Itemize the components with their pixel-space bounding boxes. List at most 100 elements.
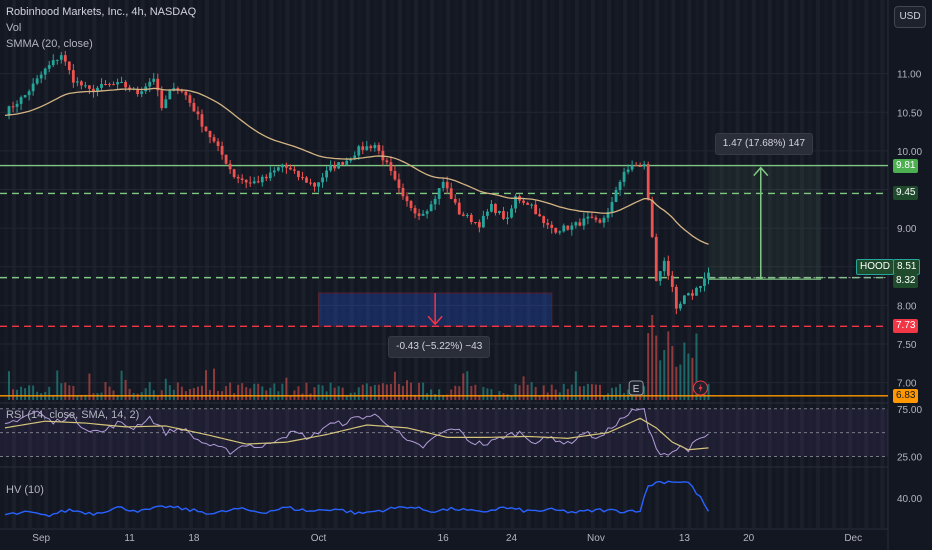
candle bbox=[666, 260, 670, 276]
volume-bar bbox=[627, 389, 630, 400]
time-tick-label: 18 bbox=[188, 533, 200, 544]
volume-bar bbox=[261, 386, 264, 400]
candle bbox=[421, 213, 425, 216]
candle bbox=[92, 88, 95, 92]
time-band bbox=[542, 0, 547, 528]
candle bbox=[260, 176, 264, 183]
price-tick-label: 11.00 bbox=[897, 70, 922, 81]
time-band bbox=[430, 0, 435, 528]
event-markers[interactable]: E bbox=[628, 380, 708, 396]
candle bbox=[594, 217, 598, 220]
time-band bbox=[783, 0, 788, 528]
candle bbox=[27, 91, 31, 96]
candle bbox=[309, 182, 312, 184]
candle bbox=[678, 303, 682, 309]
volume-bar bbox=[526, 384, 529, 400]
rsi-legend[interactable]: RSI (14, close, SMA, 14, 2) bbox=[6, 409, 140, 421]
candle bbox=[188, 95, 192, 103]
candle bbox=[618, 181, 622, 191]
volume-bar bbox=[104, 382, 107, 400]
volume-bar bbox=[180, 386, 183, 400]
time-band bbox=[550, 0, 555, 528]
candle bbox=[662, 260, 666, 272]
candle bbox=[301, 177, 304, 179]
time-band bbox=[566, 0, 571, 528]
symbol-legend[interactable]: Robinhood Markets, Inc., 4h, NASDAQ bbox=[6, 6, 197, 18]
measure-down-callout[interactable]: -0.43 (−5.22%) −43 bbox=[388, 336, 491, 359]
candle bbox=[409, 201, 413, 208]
time-band bbox=[221, 0, 226, 528]
candle bbox=[59, 55, 63, 60]
measure-tools[interactable] bbox=[427, 165, 822, 326]
rsi-ma-line bbox=[4, 417, 709, 451]
time-band bbox=[438, 0, 443, 528]
candle bbox=[108, 84, 111, 86]
volume-bar bbox=[345, 395, 348, 400]
volume-bar bbox=[514, 383, 517, 400]
volume-bar bbox=[309, 393, 312, 400]
candle bbox=[164, 99, 168, 109]
volume-bar bbox=[80, 394, 83, 400]
volume-bar bbox=[72, 385, 75, 400]
volume-bar bbox=[414, 394, 417, 400]
candle bbox=[124, 81, 127, 88]
volume-bar bbox=[406, 380, 408, 400]
volume-bar bbox=[478, 395, 481, 400]
currency-button[interactable]: USD bbox=[894, 6, 926, 28]
volume-legend[interactable]: Vol bbox=[6, 22, 22, 34]
volume-bar bbox=[329, 382, 332, 400]
candle bbox=[236, 176, 240, 179]
hline-label-6.83: 6.83 bbox=[893, 388, 919, 403]
hv-legend[interactable]: HV (10) bbox=[6, 484, 44, 496]
volume-bar bbox=[534, 387, 537, 400]
time-tick-label: 20 bbox=[743, 533, 755, 544]
volume-bar bbox=[482, 386, 485, 400]
volume-bar bbox=[192, 388, 195, 400]
volume-bar bbox=[422, 382, 425, 400]
volume-bar bbox=[389, 383, 392, 400]
ma-legend[interactable]: SMMA (20, close) bbox=[6, 38, 93, 50]
candle bbox=[116, 82, 119, 85]
candle bbox=[654, 236, 658, 281]
volume-bar bbox=[381, 383, 384, 400]
time-band bbox=[582, 0, 587, 528]
volume-bar bbox=[172, 389, 175, 400]
time-band bbox=[711, 0, 716, 528]
time-band bbox=[164, 0, 169, 528]
volume-bar bbox=[659, 360, 662, 400]
time-band bbox=[76, 0, 81, 528]
candle bbox=[558, 231, 562, 233]
candle bbox=[369, 146, 373, 149]
candles[interactable] bbox=[7, 50, 710, 315]
candle bbox=[361, 146, 365, 150]
candle bbox=[630, 165, 634, 170]
candle bbox=[148, 81, 152, 87]
time-band bbox=[381, 0, 386, 528]
measure-up-callout[interactable]: 1.47 (17.68%) 147 bbox=[714, 132, 814, 155]
candle bbox=[494, 203, 497, 213]
candle bbox=[510, 208, 513, 218]
time-band bbox=[767, 0, 772, 528]
candle bbox=[321, 177, 324, 183]
time-tick-label: Sep bbox=[32, 533, 50, 544]
candle bbox=[268, 172, 272, 179]
candle bbox=[449, 188, 453, 199]
volume-bar bbox=[470, 386, 473, 400]
candle bbox=[136, 88, 140, 95]
volume-bar bbox=[486, 388, 489, 400]
volume-bar bbox=[695, 333, 698, 400]
time-band bbox=[832, 0, 837, 528]
horizontal-lines[interactable] bbox=[0, 164, 888, 397]
volume-bar bbox=[233, 393, 236, 400]
candle bbox=[433, 198, 437, 205]
time-band bbox=[534, 0, 539, 528]
candle bbox=[634, 165, 638, 167]
time-band bbox=[808, 0, 812, 528]
candle bbox=[490, 203, 493, 212]
time-band bbox=[365, 0, 370, 528]
rsi-tick-label: 75.00 bbox=[897, 405, 922, 416]
volume-bar bbox=[249, 388, 252, 400]
price-tick-label: 10.00 bbox=[897, 147, 922, 158]
time-band bbox=[414, 0, 419, 528]
